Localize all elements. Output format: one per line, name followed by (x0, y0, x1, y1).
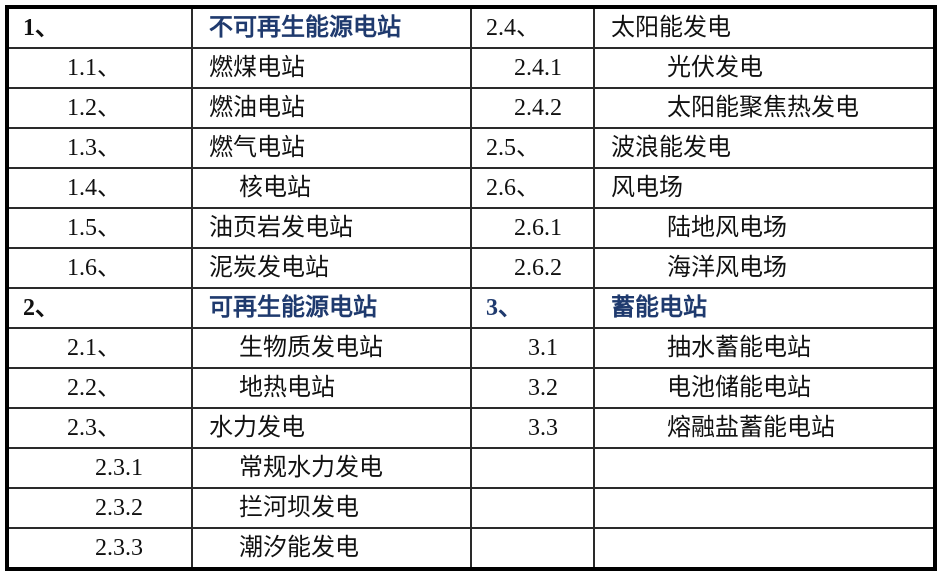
left-station-type-cell: 拦河坝发电 (191, 487, 472, 529)
table-row: 1.1、 燃煤电站 2.4.1 光伏发电 (6, 47, 936, 89)
right-section-number-cell: 2.4、 (470, 6, 595, 49)
right-station-type-cell: 电池储能电站 (593, 367, 936, 409)
left-station-type-cell: 燃煤电站 (191, 47, 472, 89)
right-station-type-cell: 蓄能电站 (593, 287, 936, 329)
right-station-type-cell: 太阳能发电 (593, 6, 936, 49)
power-station-classification-table: 1、 不可再生能源电站 2.4、 太阳能发电 1.1、 燃煤电站 2.4.1 光伏发电 1.2、… (5, 5, 937, 571)
left-station-type-cell: 核电站 (191, 167, 472, 209)
left-section-number-cell: 2.2、 (6, 367, 193, 409)
left-section-number-cell: 2、 (6, 287, 193, 329)
right-station-type-cell: 太阳能聚焦热发电 (593, 87, 936, 129)
left-section-number-cell: 2.3.1 (6, 447, 193, 489)
right-section-number-cell (470, 487, 595, 529)
table-row: 2.3.2 拦河坝发电 (6, 487, 936, 529)
left-section-number-cell: 2.1、 (6, 327, 193, 369)
right-section-number-cell: 3、 (470, 287, 595, 329)
table-row: 2、 可再生能源电站 3、 蓄能电站 (6, 287, 936, 329)
table-row: 2.1、 生物质发电站 3.1 抽水蓄能电站 (6, 327, 936, 369)
right-station-type-cell: 波浪能发电 (593, 127, 936, 169)
table-row: 1.6、 泥炭发电站 2.6.2 海洋风电场 (6, 247, 936, 289)
left-station-type-cell: 水力发电 (191, 407, 472, 449)
left-station-type-cell: 生物质发电站 (191, 327, 472, 369)
table-row: 1.2、 燃油电站 2.4.2 太阳能聚焦热发电 (6, 87, 936, 129)
left-section-number-cell: 1.6、 (6, 247, 193, 289)
left-section-number-cell: 2.3.3 (6, 527, 193, 570)
right-station-type-cell: 抽水蓄能电站 (593, 327, 936, 369)
right-section-number-cell: 2.6、 (470, 167, 595, 209)
right-section-number-cell: 3.2 (470, 367, 595, 409)
left-station-type-cell: 地热电站 (191, 367, 472, 409)
right-station-type-cell (593, 487, 936, 529)
right-section-number-cell: 2.5、 (470, 127, 595, 169)
table-row: 1.3、 燃气电站 2.5、 波浪能发电 (6, 127, 936, 169)
right-section-number-cell (470, 447, 595, 489)
table-row: 1.5、 油页岩发电站 2.6.1 陆地风电场 (6, 207, 936, 249)
right-section-number-cell: 3.3 (470, 407, 595, 449)
right-station-type-cell: 风电场 (593, 167, 936, 209)
left-section-number-cell: 1.4、 (6, 167, 193, 209)
right-station-type-cell: 陆地风电场 (593, 207, 936, 249)
left-station-type-cell: 潮汐能发电 (191, 527, 472, 570)
right-station-type-cell: 光伏发电 (593, 47, 936, 89)
left-station-type-cell: 油页岩发电站 (191, 207, 472, 249)
left-station-type-cell: 燃气电站 (191, 127, 472, 169)
left-section-number-cell: 2.3.2 (6, 487, 193, 529)
table-row: 1.4、 核电站 2.6、 风电场 (6, 167, 936, 209)
left-section-number-cell: 1.5、 (6, 207, 193, 249)
left-section-number-cell: 2.3、 (6, 407, 193, 449)
left-section-number-cell: 1.1、 (6, 47, 193, 89)
table-row: 1、 不可再生能源电站 2.4、 太阳能发电 (6, 6, 936, 49)
left-station-type-cell: 燃油电站 (191, 87, 472, 129)
right-section-number-cell: 2.6.1 (470, 207, 595, 249)
left-station-type-cell: 可再生能源电站 (191, 287, 472, 329)
table-row: 2.3.3 潮汐能发电 (6, 527, 936, 570)
right-station-type-cell: 海洋风电场 (593, 247, 936, 289)
left-station-type-cell: 常规水力发电 (191, 447, 472, 489)
left-section-number-cell: 1.2、 (6, 87, 193, 129)
table-row: 2.3.1 常规水力发电 (6, 447, 936, 489)
right-section-number-cell: 2.4.1 (470, 47, 595, 89)
left-section-number-cell: 1、 (6, 6, 193, 49)
left-station-type-cell: 不可再生能源电站 (191, 6, 472, 49)
right-station-type-cell (593, 447, 936, 489)
right-section-number-cell: 3.1 (470, 327, 595, 369)
left-station-type-cell: 泥炭发电站 (191, 247, 472, 289)
right-section-number-cell: 2.6.2 (470, 247, 595, 289)
right-section-number-cell: 2.4.2 (470, 87, 595, 129)
left-section-number-cell: 1.3、 (6, 127, 193, 169)
right-section-number-cell (470, 527, 595, 570)
table-row: 2.3、 水力发电 3.3 熔融盐蓄能电站 (6, 407, 936, 449)
right-station-type-cell: 熔融盐蓄能电站 (593, 407, 936, 449)
right-station-type-cell (593, 527, 936, 570)
table-row: 2.2、 地热电站 3.2 电池储能电站 (6, 367, 936, 409)
